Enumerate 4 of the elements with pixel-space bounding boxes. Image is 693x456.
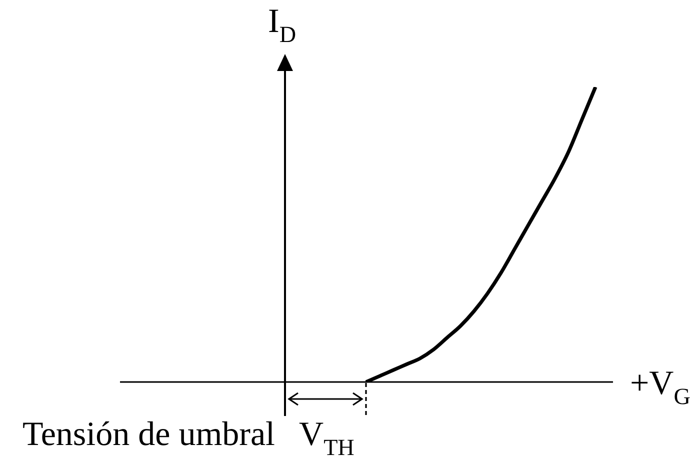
x-axis-title: +V$_{G}$ [630,365,690,410]
text: Tensión de umbral [22,416,275,453]
text: V$_{TH}$ [299,416,355,456]
y-axis-title: I$_{D}$ [268,3,296,48]
